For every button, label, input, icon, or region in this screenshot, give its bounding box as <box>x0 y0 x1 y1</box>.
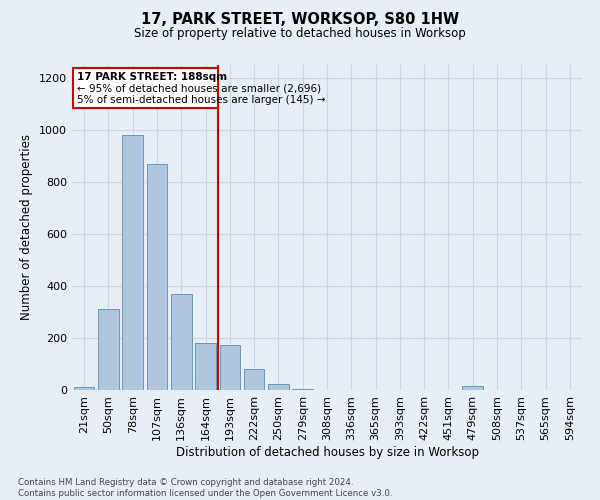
Text: 17 PARK STREET: 188sqm: 17 PARK STREET: 188sqm <box>77 72 227 83</box>
Text: Size of property relative to detached houses in Worksop: Size of property relative to detached ho… <box>134 28 466 40</box>
Bar <box>244 369 265 390</box>
Bar <box>98 310 119 390</box>
Bar <box>292 388 313 390</box>
Bar <box>74 388 94 390</box>
X-axis label: Distribution of detached houses by size in Worksop: Distribution of detached houses by size … <box>176 446 479 458</box>
Bar <box>220 344 240 390</box>
Text: 17, PARK STREET, WORKSOP, S80 1HW: 17, PARK STREET, WORKSOP, S80 1HW <box>141 12 459 28</box>
Bar <box>195 343 216 390</box>
Bar <box>146 164 167 390</box>
Y-axis label: Number of detached properties: Number of detached properties <box>20 134 34 320</box>
Text: 5% of semi-detached houses are larger (145) →: 5% of semi-detached houses are larger (1… <box>77 95 325 105</box>
Text: Contains HM Land Registry data © Crown copyright and database right 2024.
Contai: Contains HM Land Registry data © Crown c… <box>18 478 392 498</box>
Bar <box>171 294 191 390</box>
Bar <box>268 384 289 390</box>
FancyBboxPatch shape <box>73 68 218 108</box>
Bar <box>122 135 143 390</box>
Text: ← 95% of detached houses are smaller (2,696): ← 95% of detached houses are smaller (2,… <box>77 83 321 93</box>
Bar <box>463 386 483 390</box>
